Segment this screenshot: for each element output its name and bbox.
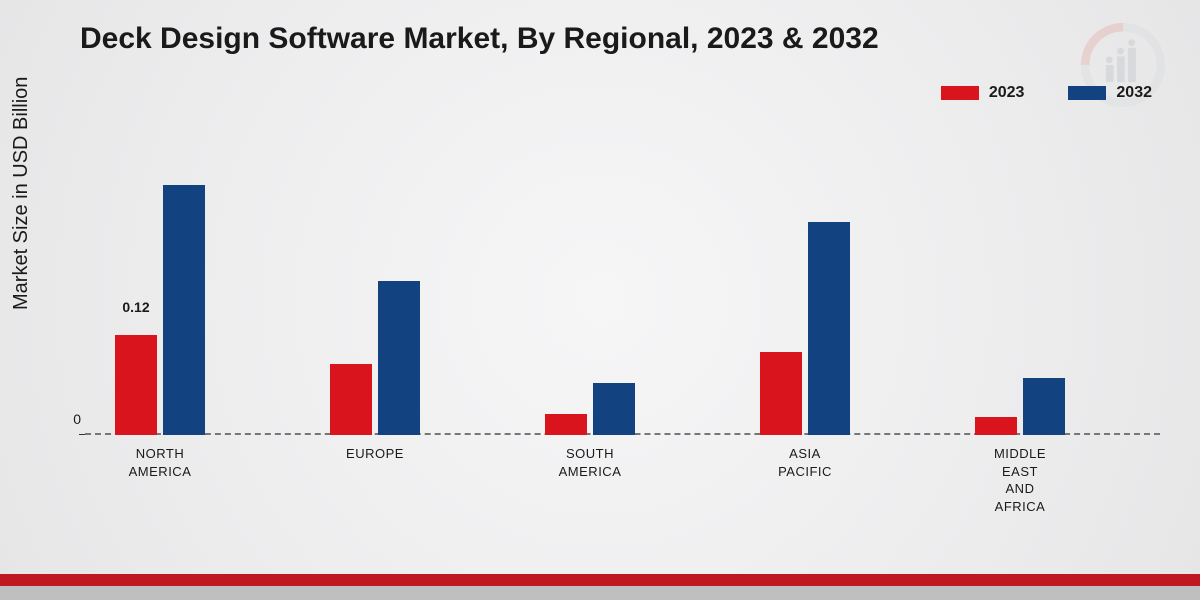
- bar-2023: [330, 364, 372, 435]
- bar-2023: [545, 414, 587, 435]
- chart-canvas: Deck Design Software Market, By Regional…: [0, 0, 1200, 600]
- x-axis-label: NORTH AMERICA: [129, 445, 192, 480]
- bar-2032: [808, 222, 850, 435]
- legend: 2023 2032: [941, 84, 1152, 102]
- y-tick-mark-0: [79, 434, 85, 435]
- footer-accent-bar: [0, 574, 1200, 586]
- bar-2032: [593, 383, 635, 435]
- footer-grey-bar: [0, 586, 1200, 600]
- x-axis-label: ASIA PACIFIC: [778, 445, 832, 480]
- legend-label-2032: 2032: [1116, 84, 1152, 102]
- chart-title: Deck Design Software Market, By Regional…: [80, 22, 879, 56]
- bar-value-label: 0.12: [122, 299, 149, 315]
- x-axis-label: SOUTH AMERICA: [559, 445, 622, 480]
- legend-item-2032: 2032: [1068, 84, 1152, 102]
- legend-item-2023: 2023: [941, 84, 1025, 102]
- bar-2023: [760, 352, 802, 435]
- bar-2032: [163, 185, 205, 435]
- legend-label-2023: 2023: [989, 84, 1025, 102]
- x-axis-label: EUROPE: [346, 445, 404, 463]
- bar-2032: [1023, 378, 1065, 435]
- y-axis-label: Market Size in USD Billion: [10, 77, 33, 310]
- x-axis-label: MIDDLE EAST AND AFRICA: [994, 445, 1046, 515]
- bar-2032: [378, 281, 420, 435]
- x-axis-labels: NORTH AMERICA EUROPE SOUTH AMERICA ASIA PAC…: [85, 445, 1160, 535]
- bar-2023: [975, 417, 1017, 435]
- plot-area: 0 0.12: [85, 135, 1160, 435]
- legend-swatch-2023: [941, 86, 979, 100]
- legend-swatch-2032: [1068, 86, 1106, 100]
- y-tick-0: 0: [57, 411, 81, 427]
- bar-2023: [115, 335, 157, 435]
